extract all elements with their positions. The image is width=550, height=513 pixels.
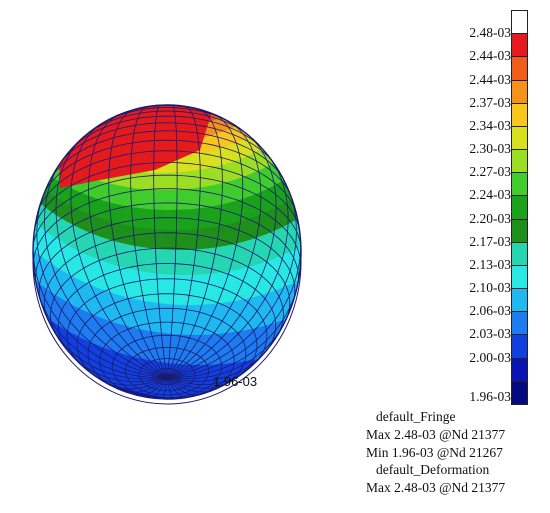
mesh-line [33,226,168,378]
legend-label: 2.34-03 [469,117,511,133]
mesh-min-label: 1.96-03 [213,374,257,389]
legend-label: 2.20-03 [469,210,511,226]
legend-label: 2.37-03 [469,94,511,110]
legend-swatch [511,334,528,359]
deformation-max: Max 2.48-03 @Nd 21377 [366,480,506,495]
legend-swatch [511,172,528,197]
deformation-title: default_Deformation [376,462,490,477]
legend-label: 2.13-03 [469,256,511,272]
legend-label: 2.06-03 [469,303,511,319]
legend-swatch [511,288,528,313]
legend-label: 2.44-03 [469,48,511,64]
mesh-line [87,307,247,394]
mesh-line [57,263,277,355]
mesh-line [108,108,168,378]
legend-label: 2.44-03 [469,71,511,87]
fringe-bands [33,105,301,399]
mesh-line [166,106,201,378]
mesh-line [166,224,301,378]
mesh-line [44,156,168,378]
legend-label: 2.24-03 [469,187,511,203]
legend-label: 2.03-03 [469,326,511,342]
mesh-line [41,139,293,200]
mesh-line [166,112,244,378]
mesh-line [35,202,299,289]
mesh-line [136,377,168,396]
legend-swatch [511,102,528,127]
legend-label: 2.30-03 [469,141,511,157]
legend-label: 1.96-03 [469,389,511,404]
mesh-line [166,151,289,378]
legend-swatch [511,125,528,151]
mesh-line [166,105,178,378]
mesh-line [33,162,301,235]
mesh-line [166,376,214,393]
mesh-line [166,121,262,378]
legend-swatch [511,33,528,58]
legend-color-bar [511,10,530,405]
mesh-line [66,278,268,370]
mesh-line [82,110,251,138]
mesh-line [166,131,277,378]
legend-label: 2.17-03 [469,233,511,249]
legend-swatch [511,264,528,290]
legend-swatch [511,311,528,336]
mesh-line [166,377,199,396]
mesh-line [76,293,258,383]
legend-swatch [511,195,528,220]
legend-swatch [511,380,528,405]
fringe-max: Max 2.48-03 @Nd 21377 [366,427,506,442]
legend-label: 2.27-03 [469,164,511,180]
mesh-line [130,106,168,378]
mesh-line [166,181,297,378]
mesh-line [153,105,168,378]
legend-swatch [511,357,528,382]
mesh-line [33,188,301,271]
fringe-title: default_Fringe [376,409,456,424]
mesh-line [57,122,276,167]
mesh-line [166,377,174,399]
legend-label: 2.00-03 [469,349,511,365]
mesh-line [33,174,301,253]
legend-label: 2.10-03 [469,280,511,296]
legend-swatch [511,149,528,174]
mesh-line [166,108,223,378]
mesh-line [38,217,296,307]
mesh-line [43,232,291,325]
legend-label: 2.48-03 [469,25,511,41]
mesh-line [161,377,168,399]
mesh-line [36,150,298,218]
sphere-outline [32,104,302,400]
legend-swatch [511,241,528,266]
legend-swatch [511,218,528,243]
legend-labels: 2.48-03 2.44-03 2.44-03 2.37-03 2.34-03 2.30-… [445,0,511,420]
mesh-line [36,183,168,378]
fringe-min: Min 1.96-03 @Nd 21267 [366,445,503,460]
mesh-line [47,130,286,184]
mesh-line [50,247,284,340]
mesh-line [70,122,168,378]
sphere-model: 1.96-03 [32,104,302,405]
legend-swatch [511,79,528,104]
mesh-line [55,135,168,378]
legend-swatch [511,10,528,35]
mesh-line [88,113,168,378]
legend-swatch [511,56,528,81]
